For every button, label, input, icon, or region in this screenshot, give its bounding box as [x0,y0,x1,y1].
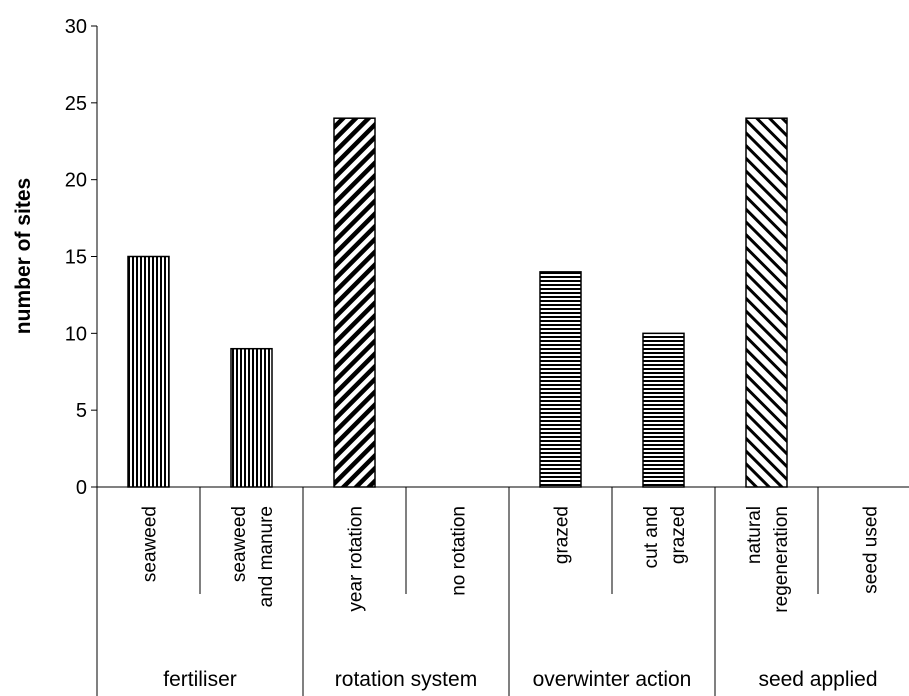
bar-seaweed [127,255,170,488]
category-label: natural [744,506,765,564]
y-tick-label: 25 [65,93,87,115]
category-label: seed used [861,506,882,594]
category-label: seaweed [229,506,250,582]
bar-seaweed-and-manure [230,347,273,488]
group-label: overwinter action [533,668,692,691]
y-tick-label: 20 [65,170,87,192]
category-label: regeneration [771,506,792,613]
category-label: grazed [668,506,689,564]
bar-natural-regeneration [745,117,788,488]
y-tick-label: 10 [65,323,87,345]
y-axis-title: number of sites [12,178,35,334]
category-label: cut and [641,506,662,568]
y-tick-label: 5 [76,400,87,422]
group-label: fertiliser [163,668,237,691]
category-label: grazed [552,506,573,564]
category-label: no rotation [449,506,470,596]
bar-cut-and-grazed [642,332,685,488]
y-tick-label: 15 [65,247,87,269]
group-label: seed applied [758,668,877,691]
x-axis: seaweed seaweed and manure year rotation no … [96,486,909,696]
category-label: and manure [256,506,277,607]
group-label: rotation system [335,668,477,691]
y-axis: 0 5 10 15 20 25 30 [65,16,98,499]
bars [127,117,788,488]
y-tick-label: 30 [65,16,87,38]
category-label: seaweed [140,506,161,582]
category-label: year rotation [346,506,367,612]
y-tick-label: 0 [76,477,87,499]
bar-grazed [539,271,582,488]
bar-year-rotation [333,117,376,488]
